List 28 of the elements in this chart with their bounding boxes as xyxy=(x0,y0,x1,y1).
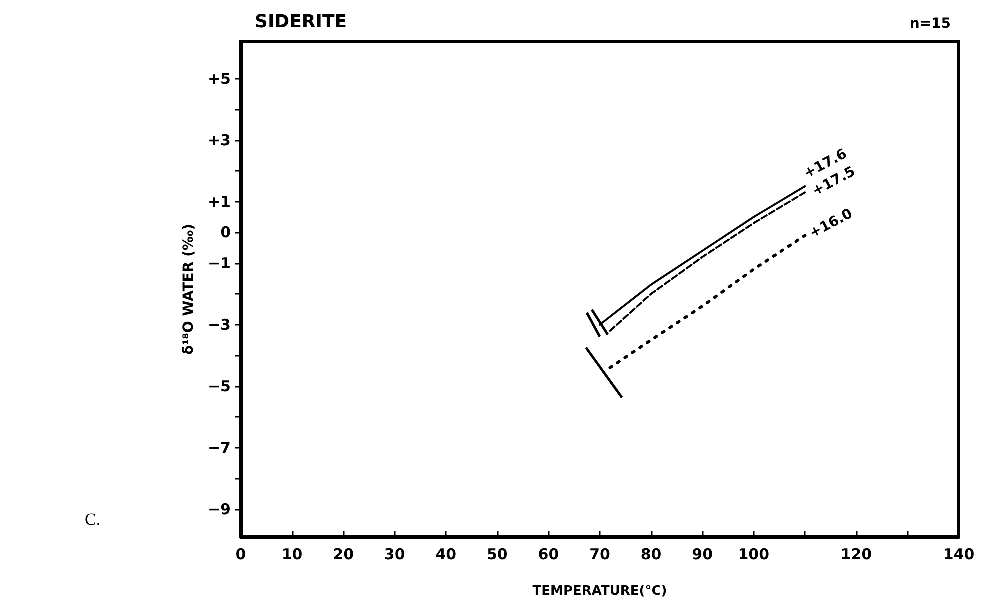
y-tick-label: −7 xyxy=(208,438,231,457)
y-axis-title: δ¹⁸O WATER (‰) xyxy=(181,224,197,355)
text: C. xyxy=(85,510,101,530)
x-tick-label: 70 xyxy=(590,546,610,564)
chart-title: SIDERITE xyxy=(255,12,348,32)
y-tick-label: +1 xyxy=(208,192,231,211)
x-tick-label: 30 xyxy=(384,546,406,564)
x-tick-label: 50 xyxy=(486,546,508,564)
x-tick-label: 80 xyxy=(640,546,662,564)
line-series xyxy=(608,234,807,370)
y-tick-label: +5 xyxy=(208,70,231,88)
x-tick-label: 140 xyxy=(943,546,975,564)
x-tick-label: 0 xyxy=(236,546,246,564)
y-tick-label: −9 xyxy=(208,500,231,518)
text: n=15 xyxy=(910,16,951,32)
x-tick-label: 20 xyxy=(333,546,354,564)
x-tick-label: 90 xyxy=(692,546,714,564)
y-tick-label: 0 xyxy=(220,224,231,242)
y-tick-label: −3 xyxy=(208,316,231,334)
y-tick-label: +3 xyxy=(208,131,231,150)
x-tick-label: 120 xyxy=(840,546,872,564)
x-tick-label: 60 xyxy=(538,546,560,564)
y-tick-label: −5 xyxy=(208,377,231,396)
x-tick-label: 100 xyxy=(738,546,770,564)
x-axis-title: TEMPERATURE(°C) xyxy=(532,584,668,599)
x-tick-label: 40 xyxy=(436,546,457,564)
x-tick-label: 10 xyxy=(282,546,303,564)
y-tick-label: −1 xyxy=(208,254,231,272)
